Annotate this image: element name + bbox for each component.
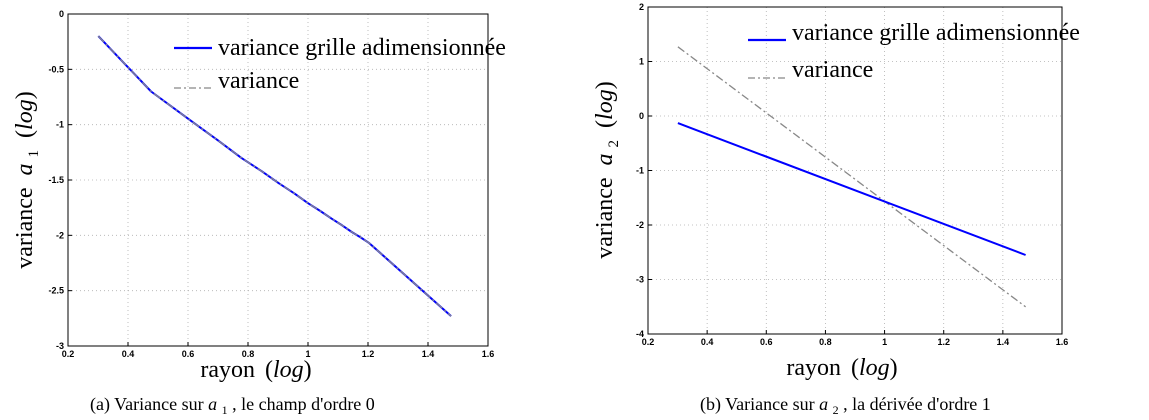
x-axis-label-b: rayon (log) bbox=[786, 355, 897, 381]
y-tick-label: -4 bbox=[636, 329, 644, 339]
y-axis-label-b: variance a 2 (log) bbox=[592, 81, 624, 258]
x-tick-label: 0.8 bbox=[242, 349, 255, 359]
x-tick-label: 0.2 bbox=[62, 349, 75, 359]
y-label-word-b: variance bbox=[592, 177, 618, 258]
caption-b-var: a bbox=[819, 394, 828, 414]
y-label-sub-a: 1 bbox=[26, 150, 42, 158]
series-lines-b bbox=[677, 46, 1026, 308]
y-ticks-b: 2 1 0 -1 -2 -3 -4 bbox=[636, 2, 652, 339]
y-label-log-a: log bbox=[12, 99, 38, 130]
x-tick-label: 1.6 bbox=[1056, 337, 1069, 347]
y-tick-label: 0 bbox=[639, 111, 644, 121]
series-lines-a bbox=[97, 35, 452, 317]
caption-a-sub: 1 bbox=[222, 403, 228, 417]
caption-b-sub: 2 bbox=[833, 403, 839, 417]
series-line-b-1 bbox=[677, 46, 1026, 308]
x-ticks-a: 0.2 0.4 0.6 0.8 1 1.2 1.4 1.6 bbox=[62, 342, 495, 359]
x-axis-label-a: rayon (log) bbox=[200, 357, 311, 383]
x-tick-label: 0.8 bbox=[819, 337, 832, 347]
legend-label-a-0: variance grille adimensionnée bbox=[218, 35, 506, 61]
x-tick-label: 1.4 bbox=[422, 349, 435, 359]
y-label-word-a: variance bbox=[12, 187, 38, 268]
x-label-word-b: rayon bbox=[786, 355, 841, 381]
x-tick-label: 0.4 bbox=[701, 337, 714, 347]
x-label-log-a: log bbox=[273, 357, 304, 383]
grid-b bbox=[648, 7, 1062, 334]
y-tick-label: -0.5 bbox=[48, 64, 64, 74]
y-label-var-b: a bbox=[592, 153, 618, 165]
y-tick-label: 1 bbox=[639, 57, 644, 67]
x-tick-label: 1.4 bbox=[997, 337, 1010, 347]
x-tick-label: 1 bbox=[305, 349, 310, 359]
y-tick-label: -3 bbox=[636, 275, 644, 285]
y-tick-label: -2 bbox=[636, 220, 644, 230]
x-label-word-a: rayon bbox=[200, 357, 255, 383]
series-line-b-0 bbox=[677, 122, 1026, 256]
caption-b-post: , la dérivée d'ordre 1 bbox=[843, 394, 991, 414]
y-label-var-a: a bbox=[12, 163, 38, 175]
x-tick-label: 1.2 bbox=[362, 349, 375, 359]
legend-label-b-1: variance bbox=[792, 57, 873, 83]
caption-b-pre: (b) Variance sur bbox=[700, 394, 819, 415]
x-ticks-b: 0.2 0.4 0.6 0.8 1 1.2 1.4 1.6 bbox=[642, 330, 1069, 347]
y-label-sub-b: 2 bbox=[606, 140, 622, 148]
x-tick-label: 0.6 bbox=[760, 337, 773, 347]
chart-panel-b: 0.2 0.4 0.6 0.8 1 1.2 1.4 1.6 2 1 0 -1 -2 -3 -4 varia… bbox=[592, 2, 1080, 418]
y-tick-label: -3 bbox=[56, 341, 64, 351]
caption-a: (a) Variance sur a 1 , le champ d'ordre … bbox=[90, 394, 375, 418]
caption-a-var: a bbox=[208, 394, 217, 414]
x-tick-label: 1.6 bbox=[482, 349, 495, 359]
x-tick-label: 0.4 bbox=[122, 349, 135, 359]
chart-panel-a: 0.2 0.4 0.6 0.8 1 1.2 1.4 1.6 0 -0.5 -1 -1.5 -2 -2.5… bbox=[12, 9, 506, 418]
y-tick-label: -2 bbox=[56, 230, 64, 240]
x-tick-label: 1 bbox=[882, 337, 887, 347]
y-tick-label: -1 bbox=[56, 120, 64, 130]
y-axis-label-a: variance a 1 (log) bbox=[12, 91, 44, 268]
x-tick-label: 0.6 bbox=[182, 349, 195, 359]
x-label-log-b: log bbox=[859, 355, 890, 381]
y-ticks-a: 0 -0.5 -1 -1.5 -2 -2.5 -3 bbox=[48, 9, 72, 351]
caption-a-post: , le champ d'ordre 0 bbox=[232, 394, 375, 414]
legend-label-b-0: variance grille adimensionnée bbox=[792, 20, 1080, 46]
y-tick-label: 0 bbox=[59, 9, 64, 19]
x-tick-label: 1.2 bbox=[937, 337, 950, 347]
y-tick-label: 2 bbox=[639, 2, 644, 12]
y-tick-label: -1.5 bbox=[48, 175, 64, 185]
caption-b: (b) Variance sur a 2 , la dérivée d'ordr… bbox=[700, 394, 991, 418]
legend-label-a-1: variance bbox=[218, 68, 299, 94]
caption-a-pre: (a) Variance sur bbox=[90, 394, 208, 415]
y-label-log-b: log bbox=[592, 89, 618, 120]
x-tick-label: 0.2 bbox=[642, 337, 655, 347]
series-line-a-1 bbox=[97, 35, 452, 317]
grid-a bbox=[68, 14, 488, 346]
y-tick-label: -1 bbox=[636, 166, 644, 176]
y-tick-label: -2.5 bbox=[48, 286, 64, 296]
